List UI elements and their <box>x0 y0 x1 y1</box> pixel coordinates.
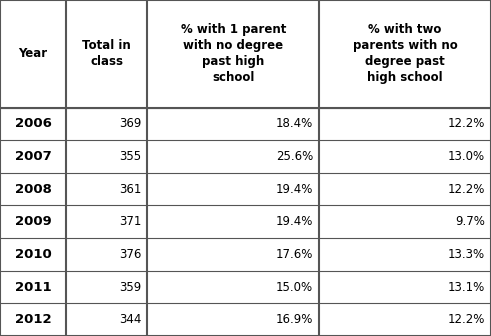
Text: 2007: 2007 <box>15 150 52 163</box>
Text: 19.4%: 19.4% <box>276 215 313 228</box>
Text: 13.3%: 13.3% <box>448 248 485 261</box>
Text: 344: 344 <box>119 313 141 326</box>
Text: 13.1%: 13.1% <box>448 281 485 294</box>
Text: 12.2%: 12.2% <box>448 117 485 130</box>
Text: 359: 359 <box>119 281 141 294</box>
Text: 18.4%: 18.4% <box>276 117 313 130</box>
Text: 12.2%: 12.2% <box>448 313 485 326</box>
Text: 19.4%: 19.4% <box>276 183 313 196</box>
Text: 376: 376 <box>119 248 141 261</box>
Text: % with 1 parent
with no degree
past high
school: % with 1 parent with no degree past high… <box>181 23 286 84</box>
Text: 12.2%: 12.2% <box>448 183 485 196</box>
Text: 17.6%: 17.6% <box>276 248 313 261</box>
Text: 2008: 2008 <box>15 183 52 196</box>
Text: 2011: 2011 <box>15 281 52 294</box>
Text: 15.0%: 15.0% <box>276 281 313 294</box>
Text: 355: 355 <box>119 150 141 163</box>
Text: Total in
class: Total in class <box>82 39 131 68</box>
Text: 371: 371 <box>119 215 141 228</box>
Text: 2006: 2006 <box>15 117 52 130</box>
Text: 2012: 2012 <box>15 313 52 326</box>
Text: 2010: 2010 <box>15 248 52 261</box>
Text: 16.9%: 16.9% <box>276 313 313 326</box>
Text: 9.7%: 9.7% <box>455 215 485 228</box>
Text: 13.0%: 13.0% <box>448 150 485 163</box>
Text: 369: 369 <box>119 117 141 130</box>
Text: % with two
parents with no
degree past
high school: % with two parents with no degree past h… <box>353 23 458 84</box>
Text: 2009: 2009 <box>15 215 52 228</box>
Text: 25.6%: 25.6% <box>276 150 313 163</box>
Text: 361: 361 <box>119 183 141 196</box>
Text: Year: Year <box>19 47 48 60</box>
